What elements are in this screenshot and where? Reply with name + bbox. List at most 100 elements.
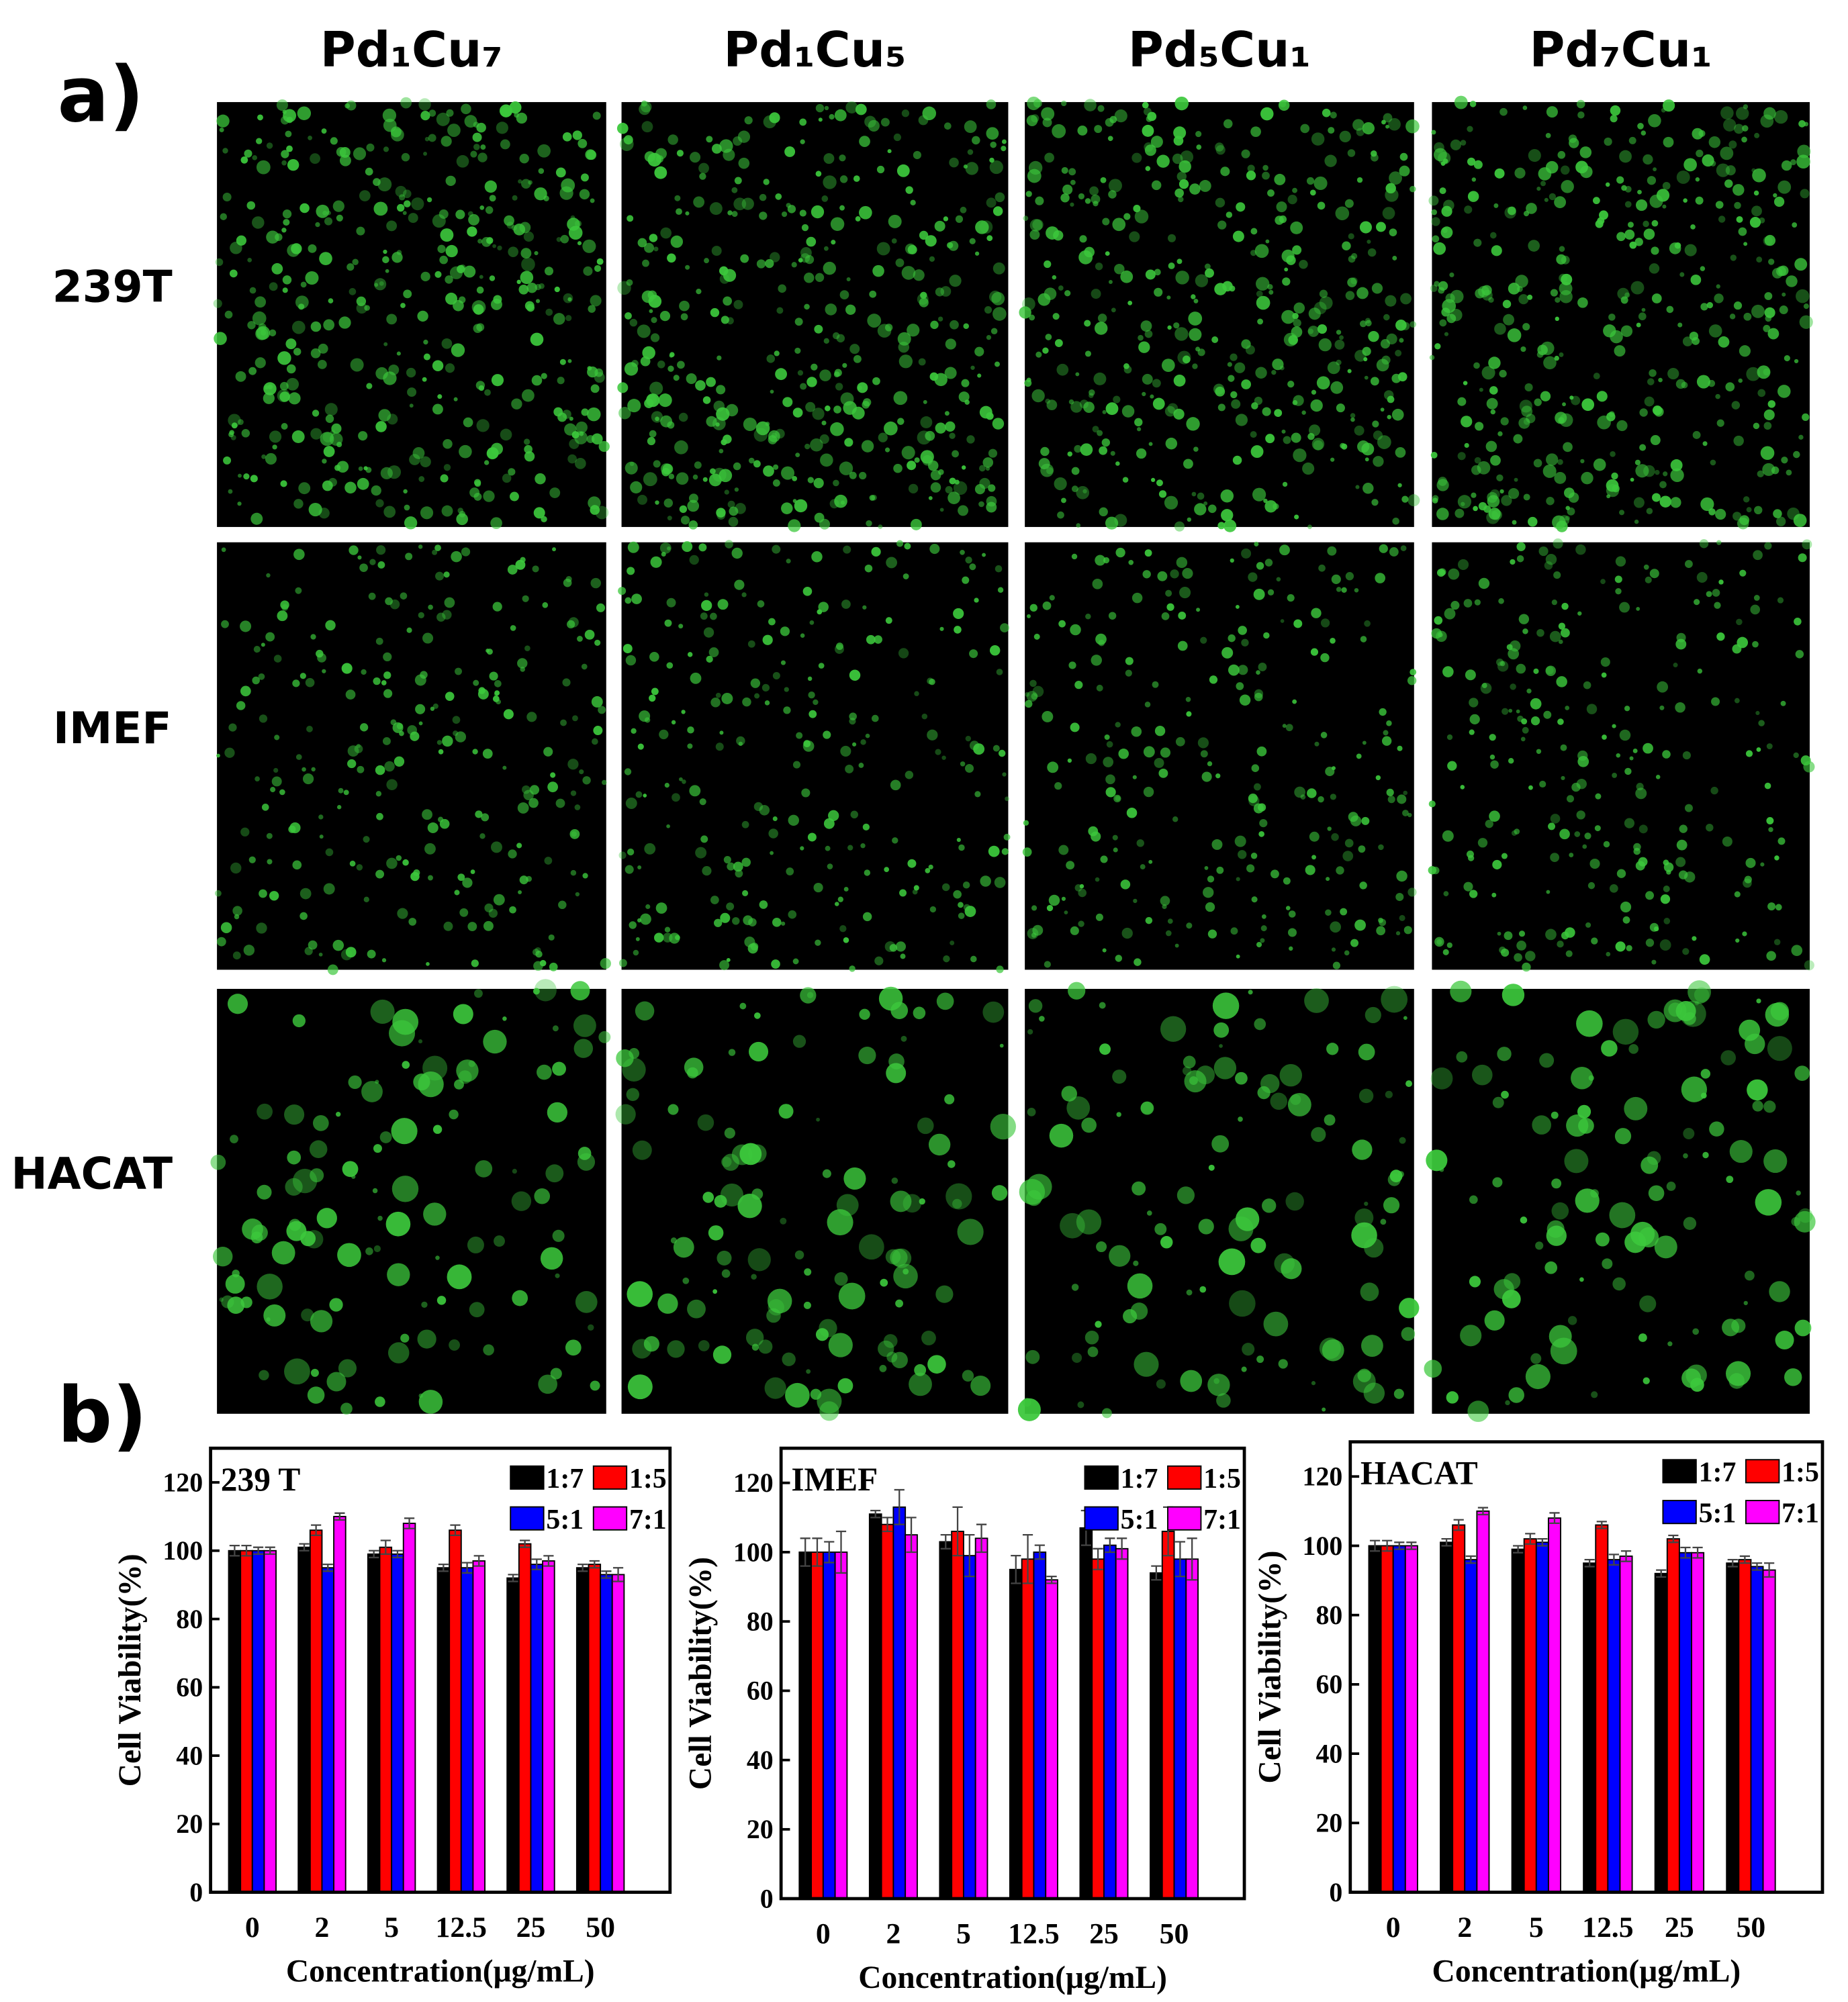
bar xyxy=(1738,1559,1752,1893)
cell xyxy=(1442,227,1448,234)
cell xyxy=(240,156,248,164)
cell xyxy=(248,856,256,863)
cell xyxy=(1032,924,1044,936)
cell xyxy=(845,304,856,315)
cell xyxy=(741,857,751,867)
cell xyxy=(1150,136,1163,148)
cell xyxy=(1341,587,1347,593)
cell xyxy=(1064,290,1071,297)
cell xyxy=(834,109,847,122)
cell xyxy=(1189,183,1201,195)
cell xyxy=(1469,101,1477,107)
cell xyxy=(418,1393,424,1398)
cell xyxy=(338,316,351,329)
cell xyxy=(1569,395,1574,400)
cell xyxy=(1173,374,1186,387)
cell xyxy=(1634,519,1639,524)
cell xyxy=(1097,430,1103,436)
cell xyxy=(1658,377,1663,383)
bar xyxy=(1511,1548,1525,1893)
cell xyxy=(1514,828,1520,835)
cell xyxy=(1550,853,1560,863)
cell xyxy=(308,135,313,140)
cell xyxy=(437,394,443,399)
cell xyxy=(1629,756,1634,761)
cell xyxy=(637,324,651,338)
cell xyxy=(1060,1212,1085,1239)
cell xyxy=(1382,207,1395,220)
cell xyxy=(1763,422,1772,430)
cell xyxy=(1782,292,1786,297)
error-bar xyxy=(1584,1558,1595,1568)
cell xyxy=(957,1219,984,1245)
cell xyxy=(473,144,480,150)
cell xyxy=(696,288,702,295)
cell xyxy=(1395,892,1404,902)
cell xyxy=(858,385,862,391)
cell xyxy=(446,109,454,117)
cell xyxy=(1583,681,1591,689)
cell xyxy=(1714,602,1721,609)
cell xyxy=(311,767,316,772)
cell xyxy=(1287,1092,1311,1116)
cell xyxy=(1354,425,1365,436)
cell xyxy=(1804,960,1814,971)
cell xyxy=(1520,736,1526,742)
cell xyxy=(792,1035,806,1048)
cell xyxy=(1571,1066,1593,1090)
cell xyxy=(508,849,517,859)
cell xyxy=(238,473,242,478)
cell xyxy=(1301,410,1306,415)
cell xyxy=(348,1075,362,1090)
cell xyxy=(1692,431,1701,439)
cell xyxy=(1341,443,1348,450)
cell xyxy=(486,649,490,653)
cell xyxy=(1114,109,1127,123)
cell xyxy=(1463,381,1468,385)
cell xyxy=(809,620,815,625)
cell xyxy=(1587,881,1596,890)
cell xyxy=(1380,408,1385,412)
cell xyxy=(1464,442,1469,448)
cell xyxy=(1754,132,1760,138)
cell xyxy=(1318,796,1324,803)
cell xyxy=(674,195,681,201)
cell xyxy=(1136,427,1142,432)
cell xyxy=(785,1382,810,1408)
cell xyxy=(1520,1217,1528,1224)
cell xyxy=(1270,869,1279,879)
cell xyxy=(1064,910,1068,915)
cell xyxy=(386,857,398,869)
cell xyxy=(1540,181,1546,187)
cell xyxy=(1044,260,1052,269)
error-bar xyxy=(1093,1547,1103,1570)
cell xyxy=(270,787,276,793)
cell xyxy=(598,440,610,452)
cell xyxy=(1254,541,1259,546)
cell xyxy=(1798,120,1806,128)
cell xyxy=(286,377,299,391)
micrograph-background xyxy=(621,102,1009,527)
cell xyxy=(1563,442,1573,452)
bar xyxy=(905,1534,918,1899)
error-bar xyxy=(578,1563,588,1572)
cell xyxy=(1643,1377,1650,1384)
cell xyxy=(247,321,256,330)
cell xyxy=(1397,745,1403,751)
cell xyxy=(1711,697,1720,706)
cell xyxy=(673,375,680,381)
cell xyxy=(644,242,654,253)
cell xyxy=(975,220,989,234)
cell xyxy=(858,763,864,768)
cell xyxy=(1610,330,1623,344)
cell xyxy=(886,1351,898,1363)
cell xyxy=(1156,154,1170,168)
cell xyxy=(459,908,469,917)
cell xyxy=(1407,494,1420,507)
cell xyxy=(835,642,843,651)
cell xyxy=(519,875,528,885)
y-tick-label: 20 xyxy=(747,1814,774,1844)
cell xyxy=(1084,320,1091,327)
cell xyxy=(905,186,913,194)
cell xyxy=(326,1372,346,1392)
